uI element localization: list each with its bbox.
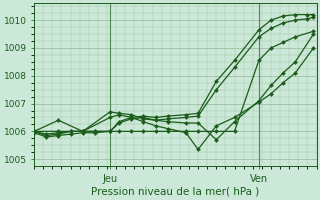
X-axis label: Pression niveau de la mer( hPa ): Pression niveau de la mer( hPa ) [91, 187, 260, 197]
